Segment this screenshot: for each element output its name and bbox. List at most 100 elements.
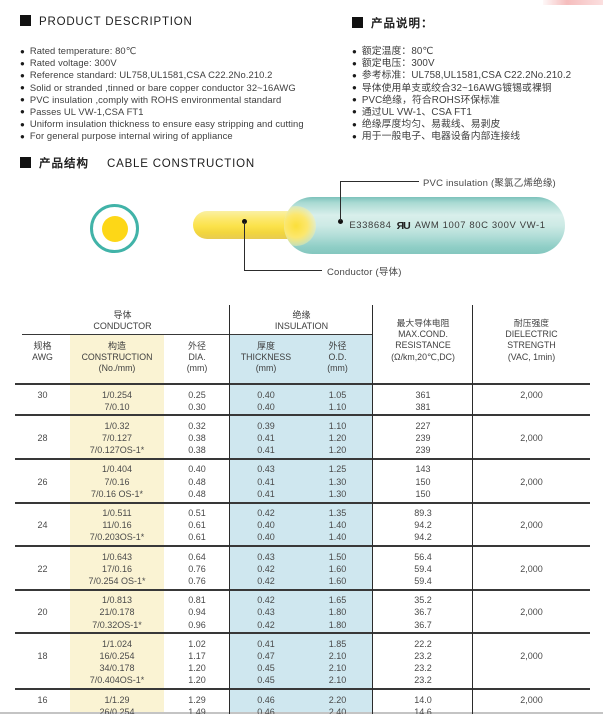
product-description-list: ● Rated temperature: 80℃ ● Rated voltage: 3…: [20, 44, 304, 142]
awg-value: 26: [37, 476, 48, 487]
table-cell: 0.40: [257, 389, 275, 400]
bullet-icon: ●: [352, 95, 357, 105]
spec-bullet-item: ● Rated voltage: 300V: [20, 56, 304, 68]
table-cell: 7/0.127: [101, 433, 133, 444]
insulation-label: PVC insulation (聚氯乙烯绝缘): [423, 178, 556, 189]
dielectric-value: 2,000: [520, 607, 543, 618]
table-cell: 59.4: [414, 563, 432, 574]
column-header-thickness: 厚度 THICKNESS (mm): [240, 341, 292, 373]
bullet-icon: ●: [20, 46, 25, 56]
table-cell: 94.2: [414, 520, 432, 531]
bullet-icon: ●: [352, 70, 357, 80]
dielectric-column-header: 耐压强度 DIELECTRIC STRENGTH (VAC, 1min): [473, 318, 590, 363]
bullet-icon: ●: [20, 107, 25, 117]
table-cell: 1.20: [328, 445, 347, 456]
table-cell: 1/1.024: [101, 638, 133, 649]
table-cell: 1.20: [188, 675, 206, 686]
conductor-label: Conductor (导体): [327, 267, 402, 278]
table-cell: 0.48: [188, 488, 206, 499]
spec-bullet-text: Solid or stranded ,tinned or bare copper…: [29, 81, 296, 93]
header-line: MAX.COND.: [398, 329, 448, 340]
jacket-end-conductor-glow: [284, 205, 316, 246]
spec-bullet-text: 通过UL VW-1、CSA FT1: [361, 106, 472, 118]
conductor-group-header: 导体 CONDUCTOR: [15, 310, 230, 332]
table-cell: 0.41: [257, 476, 275, 487]
dielectric-value: 2,000: [520, 389, 543, 400]
table-cell: 381: [415, 401, 431, 412]
table-cell: 0.81: [188, 595, 206, 606]
table-cell: 21/0.178: [99, 607, 135, 618]
bullet-icon: ●: [20, 119, 25, 129]
table-cell: 56.4: [414, 551, 432, 562]
conductor-core-dot: [101, 215, 128, 242]
spec-bullet-text: Reference standard: UL758,UL1581,CSA C22…: [29, 69, 273, 81]
bullet-icon: ●: [20, 58, 25, 68]
spec-bullet-item: ● 导体使用单支或绞合32~16AWG镀锡或裸铜: [352, 81, 571, 94]
insulation-callout-dot: [338, 219, 343, 224]
table-cell: 0.42: [257, 508, 275, 519]
table-cell: 1.05: [328, 389, 347, 400]
table-cell: 7/0.127OS-1*: [89, 445, 145, 456]
insulation-columns-highlight: [230, 335, 373, 714]
awg-value: 20: [37, 607, 48, 618]
table-cell: 0.76: [188, 563, 206, 574]
spec-bullet-text: PVC insulation ,comply with ROHS environ…: [29, 93, 282, 105]
table-cell: 2.10: [328, 663, 347, 674]
specification-table: 导体 CONDUCTOR 绝缘 INSULATION 最大导体电阻 MAX.CON…: [15, 305, 590, 714]
page-corner-artifact: [543, 0, 603, 5]
table-cell: 0.94: [188, 607, 206, 618]
bullet-icon: ●: [352, 131, 357, 141]
spec-bullet-item: ● PVC insulation ,comply with ROHS enviro…: [20, 93, 304, 105]
table-cell: 227: [415, 420, 431, 431]
table-cell: 7/0.16: [104, 476, 130, 487]
table-cell: 7/0.404OS-1*: [89, 675, 145, 686]
table-group-awg-24: 24 2,000 1/0.511 0.51 0.42 1.35 89.3 11/0.16 0.6…: [15, 501, 590, 546]
conductor-callout-line: [244, 269, 322, 271]
table-cell: 0.32: [188, 420, 206, 431]
table-cell: 0.41: [257, 638, 275, 649]
insulation-group-header-cn: 绝缘: [292, 310, 311, 320]
jacket-print-ul-file-number: E338684: [349, 220, 392, 231]
table-cell: 35.2: [414, 595, 432, 606]
bullet-icon: ●: [352, 46, 357, 56]
table-cell: 1.02: [188, 638, 206, 649]
table-cell: 2.10: [328, 675, 347, 686]
table-cell: 0.48: [188, 476, 206, 487]
table-cell: 1.65: [328, 595, 347, 606]
spec-bullet-item: ● Reference standard: UL758,UL1581,CSA C2…: [20, 68, 304, 80]
bullet-icon: ●: [352, 58, 357, 68]
table-cell: 150: [415, 488, 431, 499]
dielectric-value: 2,000: [520, 520, 543, 531]
cable-jacket-illustration: E338684 ЯU AWM 1007 80C 300V VW-1: [284, 197, 565, 254]
table-group-awg-26: 26 2,000 1/0.404 0.40 0.43 1.25 143 7/0.16 0.48 0…: [15, 457, 590, 502]
table-cell: 0.43: [257, 464, 275, 475]
table-cell: 0.96: [188, 619, 206, 630]
table-divider: [229, 305, 231, 714]
table-cell: 1.30: [328, 488, 347, 499]
spec-bullet-text: Rated temperature: 80℃: [29, 45, 137, 56]
table-cell: 1.50: [328, 551, 347, 562]
table-group-awg-30: 30 2,000 1/0.254 0.25 0.40 1.05 361 7/0.10 0.30 0…: [15, 383, 590, 414]
table-cell: 1/0.511: [102, 508, 132, 519]
product-description-cn-title: 产品说明：: [352, 15, 434, 31]
table-cell: 239: [415, 433, 431, 444]
ul-recognized-mark-icon: ЯU: [396, 219, 411, 232]
table-cell: 7/0.254 OS-1*: [88, 576, 146, 587]
awg-value: 28: [37, 433, 48, 444]
table-cell: 0.45: [257, 675, 275, 686]
table-cell: 0.30: [188, 401, 206, 412]
conductor-group-header-cn: 导体: [113, 310, 132, 320]
table-cell: 2.10: [328, 651, 347, 662]
table-group-awg-28: 28 2,000 1/0.32 0.32 0.39 1.10 227 7/0.127 0.38 0…: [15, 414, 590, 458]
spec-bullet-text: For general purpose internal wiring of a…: [29, 130, 233, 142]
table-divider: [472, 305, 474, 714]
spec-bullet-item: ● Passes UL VW-1,CSA FT1: [20, 105, 304, 117]
table-cell: 7/0.10: [104, 401, 130, 412]
column-header-construction: 构造 CONSTRUCTION (No./mm): [81, 341, 153, 373]
table-group-awg-18: 18 2,000 1/1.024 1.02 0.41 1.85 22.2 16/0.254 1.…: [15, 632, 590, 688]
bullet-icon: ●: [20, 95, 25, 105]
insulation-group-header: 绝缘 INSULATION: [230, 310, 373, 332]
construction-column-highlight: [70, 335, 164, 714]
table-cell: 1.17: [188, 651, 206, 662]
table-cell: 0.41: [257, 433, 275, 444]
